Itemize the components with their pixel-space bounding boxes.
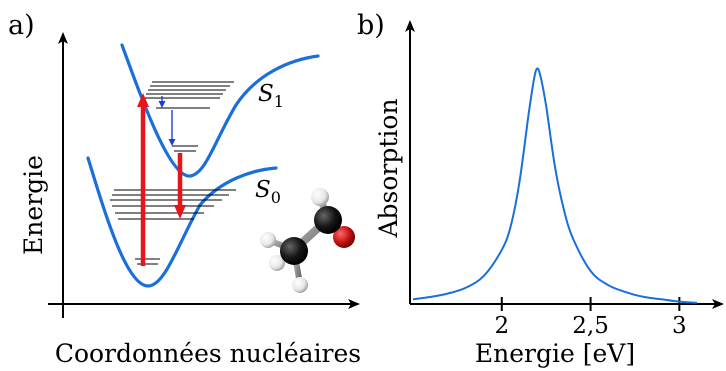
panel-b: b) Absorption Energie [eV] 2 2,5 3 — [357, 10, 724, 368]
x-tick-label: 2,5 — [572, 313, 609, 339]
x-tick-label: 2 — [494, 313, 509, 339]
panel-b-label: b) — [357, 10, 385, 41]
panel-b-ticks: 2 2,5 3 — [494, 297, 687, 339]
panel-a-label: a) — [8, 10, 35, 41]
x-tick-label: 3 — [672, 313, 687, 339]
panel-a-y-axis-label: Energie — [19, 155, 48, 255]
panel-b-y-axis-label: Absorption — [374, 98, 403, 238]
absorption-spectrum-line — [412, 67, 698, 304]
panel-a: a) Energie Coordonnées nucléaires — [8, 10, 361, 368]
s1-state-label: S1 — [258, 81, 284, 111]
molecule-illustration — [260, 188, 355, 293]
s0-state-label: S0 — [255, 177, 281, 207]
s0-vibrational-levels — [110, 189, 236, 265]
s1-potential-curve — [120, 43, 320, 178]
panel-b-x-axis-label: Energie [eV] — [475, 339, 635, 368]
s1-vibrational-levels — [145, 81, 234, 152]
s0-potential-curve — [86, 156, 278, 288]
panel-a-x-axis-label: Coordonnées nucléaires — [55, 339, 361, 368]
